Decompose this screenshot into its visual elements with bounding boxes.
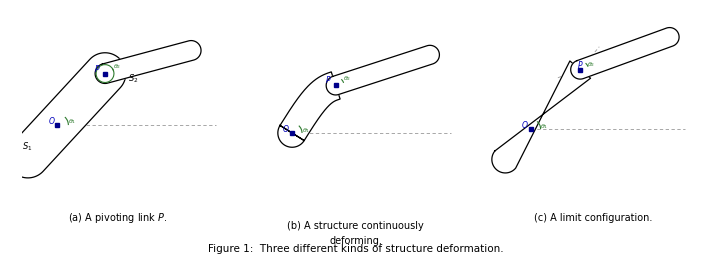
Text: $P$: $P$ bbox=[94, 62, 101, 74]
Polygon shape bbox=[492, 61, 591, 173]
Text: $O$: $O$ bbox=[282, 123, 290, 134]
Text: $\theta_2$: $\theta_2$ bbox=[343, 74, 351, 83]
Text: deforming.: deforming. bbox=[329, 236, 382, 246]
Text: $P$: $P$ bbox=[325, 74, 331, 85]
Text: $O$: $O$ bbox=[48, 115, 55, 126]
Text: (a) A pivoting link $P$.: (a) A pivoting link $P$. bbox=[68, 211, 167, 225]
Polygon shape bbox=[326, 45, 439, 95]
Text: Figure 1:  Three different kinds of structure deformation.: Figure 1: Three different kinds of struc… bbox=[208, 244, 503, 254]
Text: $\theta_1$: $\theta_1$ bbox=[68, 117, 76, 126]
Text: (b) A structure continuously: (b) A structure continuously bbox=[287, 221, 424, 231]
Polygon shape bbox=[278, 72, 340, 147]
Polygon shape bbox=[7, 53, 126, 178]
Text: $P$: $P$ bbox=[577, 59, 584, 70]
Text: $\theta_1$: $\theta_1$ bbox=[540, 122, 548, 131]
Polygon shape bbox=[95, 41, 201, 84]
Text: (c) A limit configuration.: (c) A limit configuration. bbox=[535, 213, 653, 223]
Text: $O$: $O$ bbox=[520, 119, 528, 130]
Text: $S_1$: $S_1$ bbox=[22, 140, 33, 153]
Text: $\theta_2$: $\theta_2$ bbox=[112, 62, 121, 71]
Text: $\theta_2$: $\theta_2$ bbox=[587, 60, 595, 69]
Text: $S_2$: $S_2$ bbox=[128, 73, 138, 85]
Polygon shape bbox=[571, 28, 679, 79]
Text: $\theta_1$: $\theta_1$ bbox=[301, 126, 310, 135]
